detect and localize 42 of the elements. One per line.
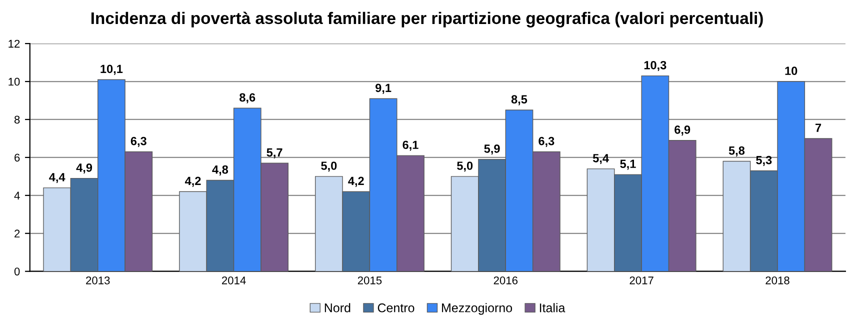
data-label: 4,4 (49, 173, 66, 184)
data-label: 5,7 (266, 148, 282, 158)
data-label: 5,3 (756, 156, 772, 166)
y-tick-label: 2 (14, 230, 20, 238)
data-label: 6,3 (538, 136, 554, 147)
data-label: 8,5 (511, 95, 528, 106)
y-tick-label: 8 (14, 116, 20, 124)
data-label: 10,3 (644, 60, 666, 72)
legend-label: Centro (378, 303, 414, 312)
chart-title: Incidenza di povertà assoluta familiare per ripartizione geografica (valori percentuali) (91, 12, 763, 28)
legend-label: Mezzogiorno (442, 303, 512, 315)
data-label: 5,1 (620, 160, 636, 170)
data-label: 4,2 (184, 176, 201, 187)
legend-label: Nord (324, 303, 350, 312)
data-label: 5,4 (592, 154, 609, 164)
y-tick-label: 0 (14, 268, 20, 276)
data-label: 6,9 (674, 126, 690, 136)
legend-label: Italia (540, 303, 566, 312)
x-tick-label: 2016 (494, 276, 518, 284)
x-tick-label: 2017 (630, 276, 654, 284)
y-tick-label: 4 (14, 192, 20, 200)
y-tick-label: 10 (8, 78, 20, 86)
data-label: 6,3 (130, 136, 146, 147)
data-label: 9,1 (376, 84, 392, 94)
y-tick-label: 6 (14, 154, 20, 162)
data-label: 8,6 (240, 93, 256, 104)
data-label: 4,2 (348, 176, 364, 187)
data-label: 6,1 (402, 140, 418, 151)
x-tick-label: 2018 (766, 276, 790, 284)
x-tick-label: 2014 (222, 276, 246, 284)
data-label: 4,9 (76, 163, 92, 174)
y-tick-label: 12 (8, 40, 20, 48)
data-label: 10 (785, 66, 798, 76)
data-label: 5,8 (728, 146, 745, 156)
data-label: 5,9 (484, 144, 500, 155)
data-label: 10,1 (100, 64, 123, 75)
x-tick-label: 2013 (86, 276, 110, 284)
x-tick-label: 2015 (358, 276, 382, 284)
data-label: 5,0 (457, 162, 473, 172)
data-label: 7 (816, 124, 822, 132)
data-label: 4,8 (212, 165, 228, 176)
data-label: 5,0 (321, 162, 337, 172)
